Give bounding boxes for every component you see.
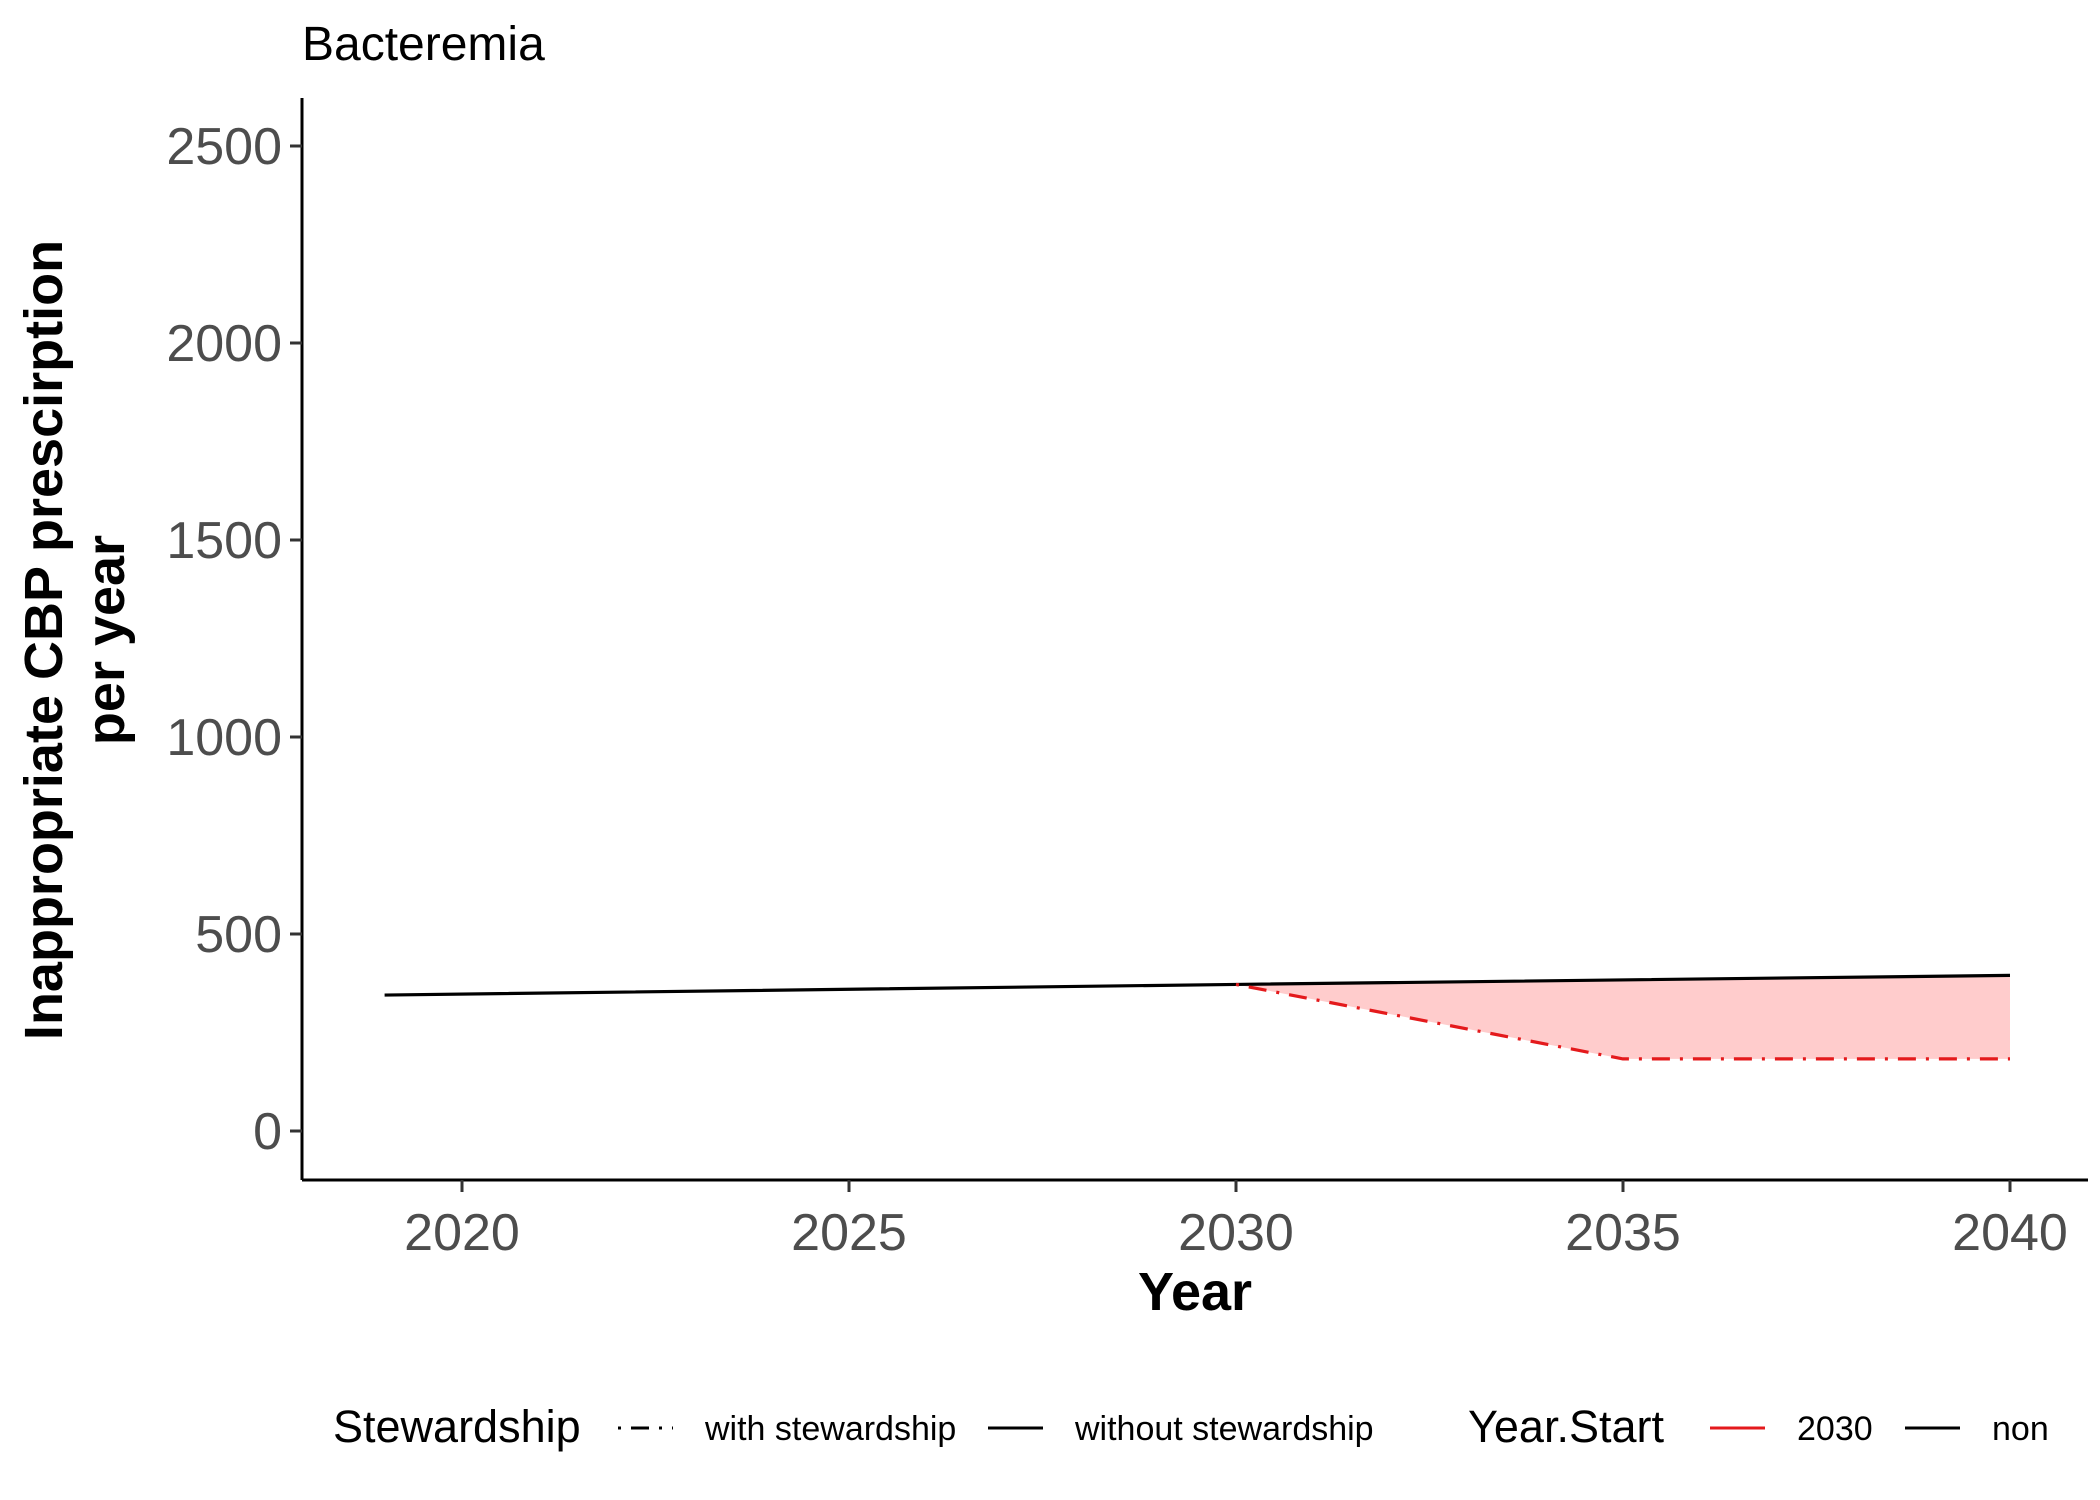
x-axis-title: Year <box>1138 1262 1252 1322</box>
y-ticks: 0 500 1000 1500 2000 2500 <box>166 118 302 1161</box>
legend-title-year-start: Year.Start <box>1468 1401 1664 1452</box>
y-tick-label: 0 <box>253 1103 282 1161</box>
x-tick-label: 2040 <box>1952 1204 2068 1262</box>
legend-label-with-stewardship: with stewardship <box>704 1410 956 1448</box>
series-layer <box>384 973 2011 1061</box>
x-tick-label: 2025 <box>791 1204 907 1262</box>
series-line-with-stewardship <box>1235 982 2010 1061</box>
legend-label-non: non <box>1992 1410 2049 1448</box>
y-axis-title-line-2: per year <box>76 535 136 745</box>
y-tick-label: 1000 <box>166 709 282 767</box>
legend: Stewardship with stewardship without ste… <box>333 1401 2049 1452</box>
legend-label-2030: 2030 <box>1797 1410 1873 1448</box>
x-tick-label: 2035 <box>1565 1204 1681 1262</box>
x-tick-label: 2020 <box>404 1204 520 1262</box>
difference-ribbon <box>1236 975 2010 1059</box>
legend-title-stewardship: Stewardship <box>333 1401 581 1452</box>
y-tick-label: 1500 <box>166 512 282 570</box>
chart-title: Bacteremia <box>302 18 545 71</box>
x-tick-label: 2030 <box>1178 1204 1294 1262</box>
y-axis-title-line-1: Inappropriate CBP prescirption <box>14 240 74 1040</box>
ribbon-layer <box>1236 975 2010 1059</box>
legend-label-without-stewardship: without stewardship <box>1074 1410 1374 1448</box>
x-ticks: 2020 2025 2030 2035 2040 <box>404 1180 2068 1262</box>
y-tick-label: 500 <box>195 906 282 964</box>
y-tick-label: 2500 <box>166 118 282 176</box>
y-tick-label: 2000 <box>166 315 282 373</box>
